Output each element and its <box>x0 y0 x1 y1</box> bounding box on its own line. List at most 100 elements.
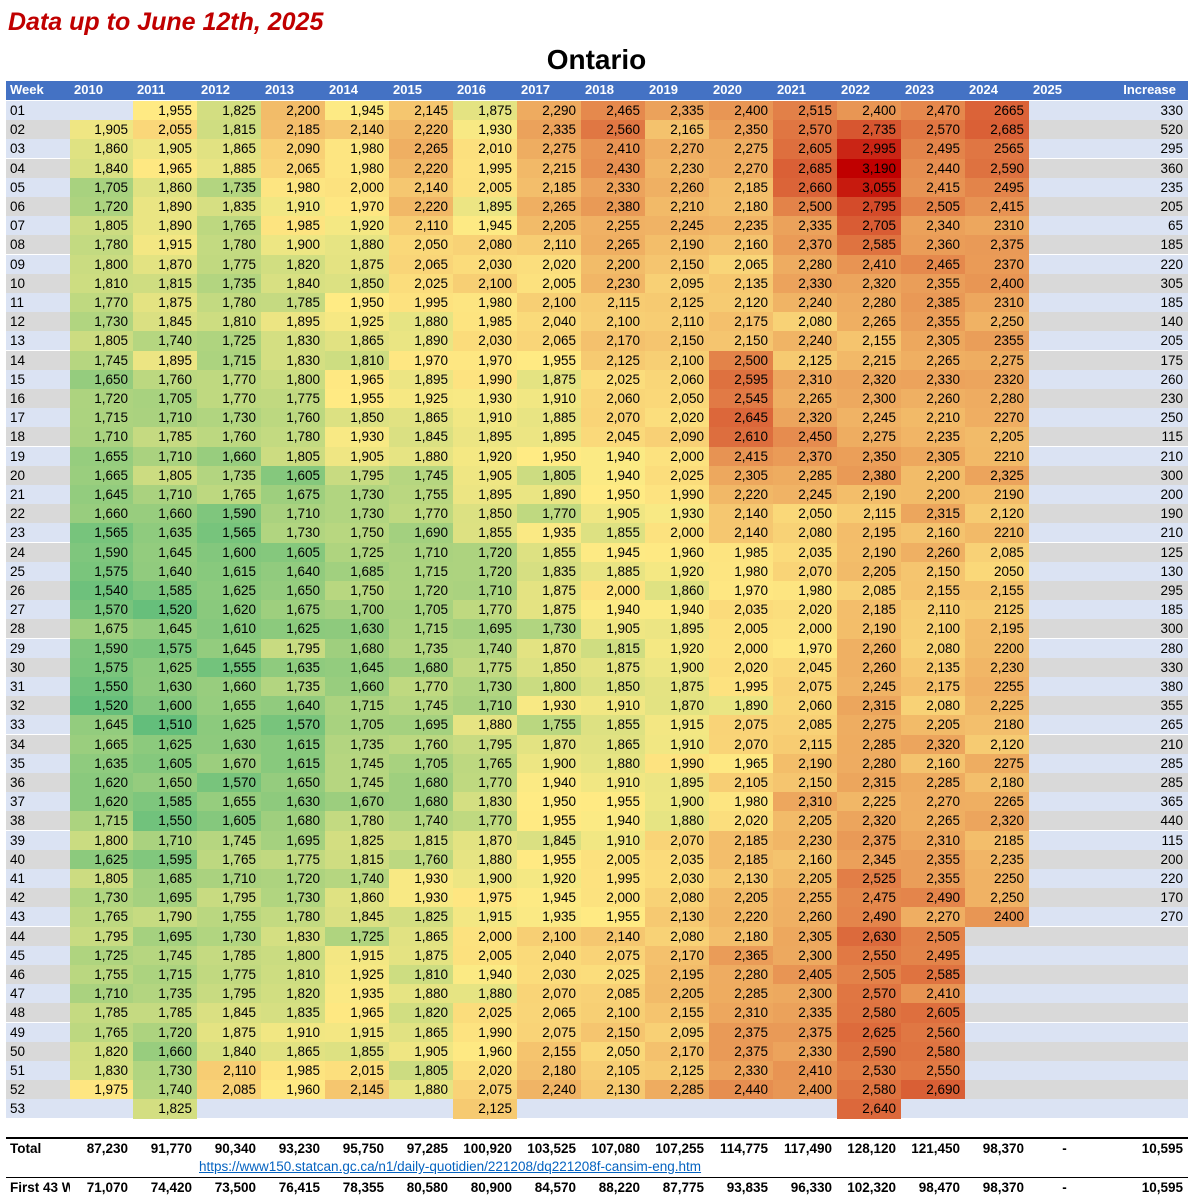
value-cell: 1,730 <box>325 485 389 505</box>
column-header: 2024 <box>969 82 998 97</box>
increase-cell: 285 <box>1160 755 1183 771</box>
value-cell: 1,865 <box>581 734 645 755</box>
value-cell: 1,920 <box>645 561 709 582</box>
value-cell: 1,765 <box>70 907 133 928</box>
value-cell: 2200 <box>965 638 1029 659</box>
value-cell: 1,665 <box>70 465 133 486</box>
value-cell: 2,110 <box>197 1061 261 1081</box>
value-cell: 1,740 <box>389 811 453 832</box>
value-cell: 1,710 <box>389 542 453 563</box>
value-cell: 2,380 <box>837 465 901 486</box>
value-cell: 1,845 <box>197 1003 261 1024</box>
value-cell: 1,940 <box>581 811 645 832</box>
value-cell: 2,685 <box>965 120 1029 141</box>
value-cell: 2,265 <box>773 389 837 409</box>
value-cell: 2,040 <box>517 312 581 333</box>
value-cell: 2,125 <box>581 350 645 371</box>
value-cell: 1,995 <box>581 869 645 889</box>
value-cell: 1,785 <box>70 1003 133 1024</box>
value-cell: 2,380 <box>581 197 645 217</box>
value-cell: 1,615 <box>261 753 325 774</box>
value-cell: 1,880 <box>389 446 453 467</box>
value-cell: 1,710 <box>133 830 197 851</box>
value-cell: 2,370 <box>773 446 837 467</box>
value-cell: 2,005 <box>709 619 773 640</box>
value-cell: 1,650 <box>133 773 197 793</box>
increase-cell: 115 <box>1161 429 1183 445</box>
value-cell: 1,875 <box>517 581 581 601</box>
week-label: 18 <box>10 429 26 445</box>
value-cell: 2,025 <box>453 1003 517 1024</box>
value-cell: 2495 <box>965 177 1029 198</box>
value-cell: 2,355 <box>901 312 965 333</box>
value-cell: 2,200 <box>901 465 965 486</box>
value-cell: 2,215 <box>517 158 581 179</box>
value-cell: 2,260 <box>645 177 709 198</box>
value-cell: 1,835 <box>197 197 261 217</box>
value-cell: 2,230 <box>581 273 645 294</box>
value-cell: 1,715 <box>70 408 133 429</box>
first43-row-cell: 76,415 <box>278 1180 320 1195</box>
value-cell: 2,115 <box>773 734 837 755</box>
value-cell: 2,025 <box>581 369 645 390</box>
increase-cell: 295 <box>1160 583 1183 598</box>
value-cell: 1,770 <box>389 677 453 697</box>
value-cell: 1,620 <box>70 792 133 813</box>
value-cell: 1,680 <box>325 638 389 659</box>
value-cell: 2,335 <box>773 216 837 237</box>
value-cell: 1,765 <box>197 849 261 870</box>
value-cell: 2,505 <box>837 965 901 985</box>
value-cell: 1,755 <box>70 965 133 985</box>
source-link[interactable]: https://www150.statcan.gc.ca/n1/daily-qu… <box>199 1159 702 1174</box>
value-cell: 2320 <box>965 369 1029 390</box>
value-cell: 2,110 <box>389 216 453 237</box>
total-row-cell: 87,230 <box>86 1141 128 1156</box>
value-cell: 2,190 <box>645 235 709 256</box>
value-cell: 2,315 <box>837 696 901 717</box>
value-cell: 2,020 <box>453 1061 517 1081</box>
value-cell: 1,930 <box>453 389 517 409</box>
value-cell: 1,735 <box>389 638 453 659</box>
value-cell: 1,730 <box>517 619 581 640</box>
value-cell: 1,810 <box>70 273 133 294</box>
value-cell: 2,035 <box>773 542 837 563</box>
value-cell: 2565 <box>965 139 1029 160</box>
value-cell: 1,805 <box>517 465 581 486</box>
value-cell: 2,255 <box>773 888 837 909</box>
value-cell: 1,820 <box>389 1003 453 1024</box>
column-header: 2020 <box>713 82 742 97</box>
value-cell: 1,805 <box>389 1061 453 1081</box>
value-cell: 2,280 <box>709 965 773 985</box>
value-cell: 1,965 <box>325 369 389 390</box>
value-cell: 2,285 <box>773 465 837 486</box>
value-cell: 1,890 <box>517 485 581 505</box>
value-cell: 1,810 <box>261 965 325 985</box>
value-cell: 1,730 <box>197 926 261 947</box>
value-cell: 2,400 <box>709 101 773 121</box>
value-cell: 1,870 <box>517 734 581 755</box>
value-cell: 2,160 <box>901 753 965 774</box>
value-cell: 1,625 <box>70 849 133 870</box>
increase-cell: 285 <box>1160 775 1183 790</box>
first43-row-cell: 102,320 <box>847 1180 896 1195</box>
value-cell: 2,085 <box>837 581 901 601</box>
week-label: 03 <box>10 141 26 157</box>
value-cell: 2,025 <box>581 965 645 985</box>
value-cell: 1,760 <box>389 849 453 870</box>
value-cell: 1,590 <box>70 638 133 659</box>
value-cell: 1,630 <box>325 619 389 640</box>
total-row-cell: - <box>1062 1141 1067 1156</box>
value-cell: 2,350 <box>837 446 901 467</box>
value-cell: 1,645 <box>325 657 389 678</box>
value-cell: 1,845 <box>325 907 389 928</box>
column-header: 2013 <box>265 82 294 97</box>
value-cell: 2,090 <box>261 139 325 160</box>
value-cell: 1,915 <box>325 1022 389 1043</box>
value-cell: 2,275 <box>837 427 901 448</box>
value-cell: 2,260 <box>837 657 901 678</box>
value-cell: 2,230 <box>965 657 1029 678</box>
value-cell: 2,160 <box>773 849 837 870</box>
value-cell: 2,155 <box>901 581 965 601</box>
value-cell: 1,645 <box>70 485 133 505</box>
